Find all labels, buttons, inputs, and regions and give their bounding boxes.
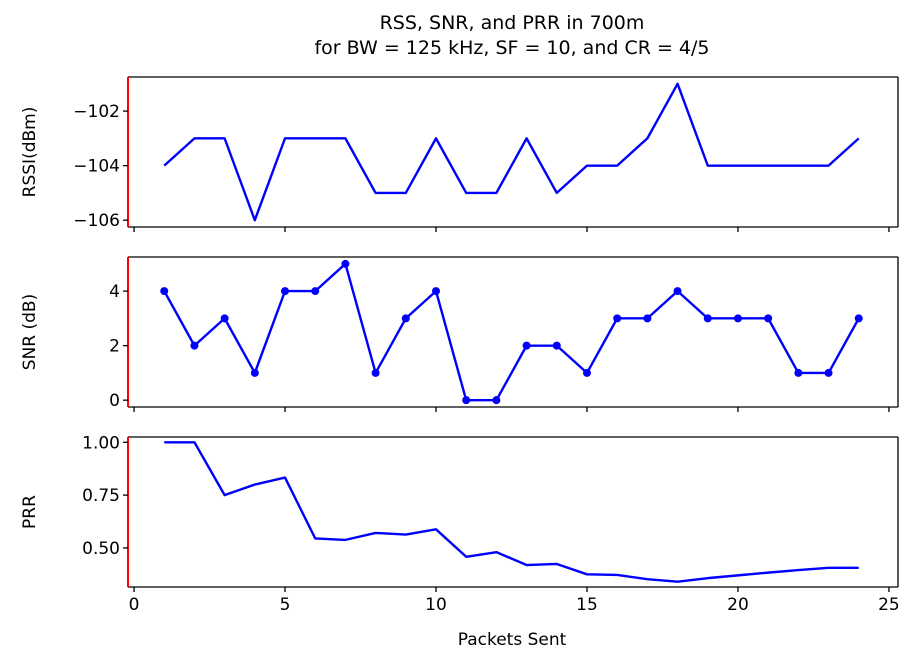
data-point: [794, 368, 803, 377]
subplot-1: −102 −104 −106 RSSI(dBm): [20, 76, 899, 232]
x-tick-label: 0: [129, 595, 140, 615]
y-axis-label: SNR (dB): [20, 294, 40, 370]
data-point: [401, 314, 410, 323]
data-point: [250, 368, 259, 377]
data-point: [552, 341, 561, 350]
series-line: [163, 262, 860, 402]
data-point: [462, 396, 471, 405]
data-point: [824, 368, 833, 377]
data-point: [311, 287, 320, 296]
y-tick-label: 1.00: [82, 433, 120, 453]
data-point: [522, 341, 531, 350]
data-point: [643, 314, 652, 323]
data-point: [854, 314, 863, 323]
x-tick-label: 5: [280, 595, 291, 615]
subplot-3: 0 5 10 15 20 25 1.00 0.75 0.50 PRR: [20, 433, 900, 615]
data-point: [371, 368, 380, 377]
chart-title-line-2: for BW = 125 kHz, SF = 10, and CR = 4/5: [314, 37, 709, 59]
series-line: [164, 441, 859, 583]
y-tick-label: 0.50: [82, 539, 120, 559]
y-tick-label: 0.75: [82, 486, 120, 506]
subplot-2: 4 2 0 SNR (dB): [20, 256, 899, 412]
y-tick-label: −102: [73, 102, 120, 122]
data-point: [432, 287, 440, 296]
data-point: [733, 314, 742, 323]
y-tick-label: 0: [109, 391, 120, 411]
data-point: [220, 314, 229, 323]
data-point: [190, 341, 199, 350]
x-tick-label: 20: [727, 595, 749, 615]
chart-title-line-1: RSS, SNR, and PRR in 700m: [380, 12, 645, 34]
data-point: [341, 259, 350, 268]
data-point: [160, 287, 169, 296]
x-tick-label: 15: [576, 595, 598, 615]
data-point: [673, 287, 682, 296]
data-point: [492, 396, 501, 405]
y-axis-label: PRR: [20, 495, 40, 529]
data-point: [703, 314, 712, 323]
series-line: [163, 82, 860, 222]
y-tick-label: −104: [73, 157, 120, 177]
y-tick-label: −106: [73, 211, 120, 231]
x-tick-label: 25: [878, 595, 900, 615]
y-tick-label: 4: [109, 282, 120, 302]
x-axis-label: Packets Sent: [458, 630, 567, 650]
data-point: [582, 368, 591, 377]
y-axis-label: RSSI(dBm): [20, 107, 40, 198]
x-tick-label: 10: [425, 595, 447, 615]
data-point: [764, 314, 773, 323]
y-tick-label: 2: [109, 337, 120, 357]
data-point: [281, 287, 290, 296]
data-point: [613, 314, 622, 323]
